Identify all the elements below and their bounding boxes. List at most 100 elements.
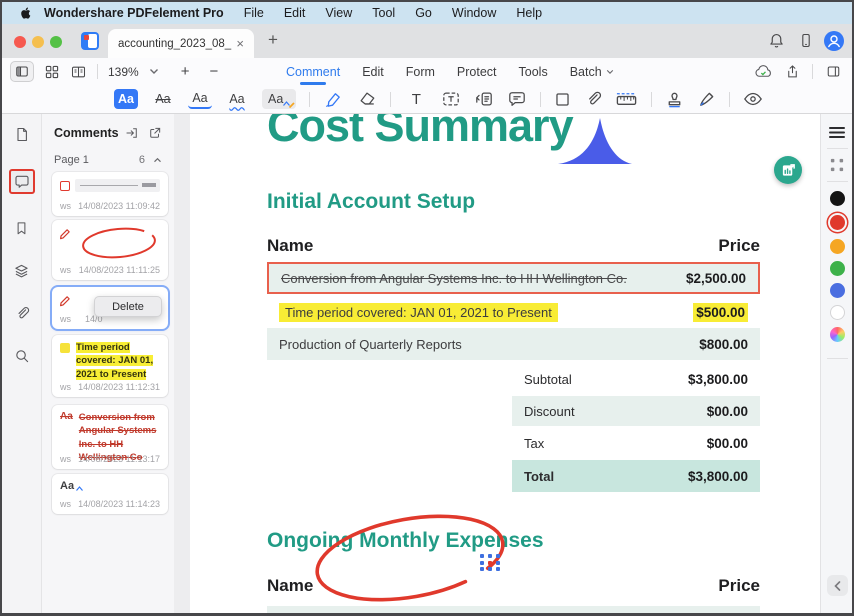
- panel-scroll-gutter[interactable]: [174, 114, 190, 613]
- blue-spike-annotation[interactable]: [556, 116, 634, 166]
- page-thumbnails-icon[interactable]: [14, 126, 30, 143]
- pdf-page: Cost Summary Initial Account Setup Name …: [190, 114, 820, 613]
- toggle-sidebar-icon[interactable]: [10, 61, 34, 82]
- menu-go[interactable]: Go: [415, 6, 432, 20]
- insert-text-tool[interactable]: Aa: [262, 89, 297, 109]
- menu-window[interactable]: Window: [451, 6, 497, 20]
- menu-tool[interactable]: Tool: [372, 6, 396, 20]
- add-text-tool[interactable]: T: [411, 90, 421, 108]
- color-swatch-red-selected[interactable]: [829, 215, 845, 230]
- comment-card-highlight[interactable]: Time period covered: JAN 01, 2021 to Pre…: [52, 335, 168, 397]
- page-group-label[interactable]: Page 1: [54, 154, 89, 166]
- comment-card-pencil-drawing[interactable]: ws 14/08/2023 11:11:25: [52, 220, 168, 280]
- export-comments-icon[interactable]: [148, 126, 162, 140]
- layers-icon[interactable]: [13, 263, 30, 279]
- strikethrough-text-tool[interactable]: Aa: [155, 92, 171, 106]
- new-tab-button[interactable]: +: [268, 30, 278, 49]
- close-window-button[interactable]: [14, 36, 26, 48]
- macos-menu-bar: Wondershare PDFelement Pro File Edit Vie…: [2, 2, 852, 24]
- summary-row-total: Total $3,800.00: [512, 460, 760, 492]
- color-swatch-white[interactable]: [829, 305, 845, 320]
- summary-label: Discount: [524, 403, 575, 419]
- tab-close-icon[interactable]: ×: [236, 36, 244, 51]
- table-row-partial[interactable]: Daily Account Reconciliation $1,000.00: [267, 606, 760, 613]
- zoom-chevron-down-icon[interactable]: [149, 68, 159, 75]
- underline-text-tool[interactable]: Aa: [188, 89, 212, 109]
- highlight-text-tool[interactable]: Aa: [114, 89, 138, 109]
- document-tab[interactable]: accounting_2023_08_14 1... ×: [108, 29, 254, 58]
- search-icon[interactable]: [14, 348, 30, 364]
- apple-icon[interactable]: [18, 6, 32, 20]
- floating-action-button[interactable]: [774, 156, 802, 184]
- attachments-paperclip-icon[interactable]: [14, 305, 30, 322]
- expand-panel-icon[interactable]: [830, 158, 844, 172]
- context-menu-delete[interactable]: Delete: [94, 296, 162, 317]
- zoom-window-button[interactable]: [50, 36, 62, 48]
- mobile-device-icon[interactable]: [798, 32, 814, 49]
- red-ellipse-annotation[interactable]: [308, 511, 512, 605]
- squiggly-underline-text-tool[interactable]: Aa: [229, 92, 245, 106]
- row-price: $500.00: [693, 302, 748, 322]
- toggle-right-panel-icon[interactable]: [825, 64, 842, 79]
- show-hide-comments-eye-icon[interactable]: [743, 91, 763, 107]
- page-grid-view-icon[interactable]: [44, 64, 60, 80]
- cloud-sync-icon[interactable]: [754, 64, 773, 79]
- zoom-in-button[interactable]: +: [180, 63, 190, 80]
- share-icon[interactable]: [785, 64, 800, 80]
- tab-protect[interactable]: Protect: [456, 64, 497, 79]
- attachment-paperclip-tool[interactable]: [584, 90, 602, 108]
- eraser-tool[interactable]: [357, 90, 377, 108]
- comment-timestamp: 14/08/2023 11:09:42: [78, 201, 160, 211]
- import-comments-icon[interactable]: [125, 126, 139, 140]
- tab-comment[interactable]: Comment: [286, 61, 340, 83]
- document-tab-title: accounting_2023_08_14 1...: [118, 37, 233, 50]
- menu-edit[interactable]: Edit: [283, 6, 306, 20]
- color-swatch-custom[interactable]: [829, 327, 845, 342]
- minimize-window-button[interactable]: [32, 36, 44, 48]
- comment-card-selected[interactable]: ws 14/0 Delete: [52, 287, 168, 329]
- table-row[interactable]: Time period covered: JAN 01, 2021 to Pre…: [267, 299, 760, 325]
- table-row[interactable]: Production of Quarterly Reports $800.00: [267, 328, 760, 360]
- properties-menu-icon[interactable]: [829, 126, 845, 139]
- color-swatch-black[interactable]: [829, 191, 845, 206]
- collapse-group-chevron-icon[interactable]: [153, 157, 162, 163]
- comment-card-insert-text[interactable]: Aa ws 14/08/2023 11:14:23: [52, 474, 168, 514]
- color-swatch-blue[interactable]: [829, 283, 845, 298]
- zoom-level-value[interactable]: 139%: [108, 64, 139, 79]
- summary-label: Tax: [524, 435, 545, 451]
- table-col-price: Price: [718, 236, 760, 255]
- menu-app-name[interactable]: Wondershare PDFelement Pro: [44, 6, 224, 20]
- color-swatch-green[interactable]: [829, 261, 845, 276]
- reading-view-icon[interactable]: [70, 64, 87, 80]
- signature-tool[interactable]: [697, 90, 716, 109]
- comment-card-strikethrough[interactable]: Aa Conversion from Angular Systems Inc. …: [52, 405, 168, 469]
- tab-batch-label: Batch: [569, 64, 602, 79]
- notifications-bell-icon[interactable]: [768, 32, 785, 49]
- tab-batch[interactable]: Batch: [570, 61, 614, 83]
- comment-card-rectangle[interactable]: ws 14/08/2023 11:09:42: [52, 172, 168, 216]
- color-swatch-orange[interactable]: [829, 239, 845, 254]
- user-avatar[interactable]: [824, 31, 844, 51]
- pencil-drawing-tool[interactable]: [323, 90, 344, 109]
- menu-view[interactable]: View: [325, 6, 353, 20]
- pencil-badge-icon: [289, 102, 295, 108]
- stamp-tool[interactable]: [665, 90, 684, 109]
- tab-form[interactable]: Form: [405, 64, 435, 79]
- menu-help[interactable]: Help: [516, 6, 543, 20]
- table-row[interactable]: Conversion from Angular Systems Inc. to …: [267, 262, 760, 294]
- zoom-out-button[interactable]: −: [209, 63, 219, 80]
- tab-edit[interactable]: Edit: [362, 64, 384, 79]
- comments-count-badge: 6: [138, 154, 145, 166]
- callout-tool[interactable]: [474, 90, 494, 108]
- table2-col-name: Name: [267, 576, 314, 595]
- text-box-tool[interactable]: [441, 90, 461, 108]
- annotation-drag-handle[interactable]: [480, 554, 502, 572]
- sticky-note-comment-tool[interactable]: [507, 90, 527, 108]
- bookmarks-icon[interactable]: [14, 220, 29, 237]
- collapse-sidebar-chevron-left-button[interactable]: [827, 575, 848, 596]
- shape-rectangle-tool[interactable]: [554, 91, 571, 108]
- measure-ruler-tool[interactable]: [615, 91, 638, 107]
- tab-tools[interactable]: Tools: [518, 64, 548, 79]
- comments-panel-icon[interactable]: [8, 169, 35, 194]
- menu-file[interactable]: File: [243, 6, 264, 20]
